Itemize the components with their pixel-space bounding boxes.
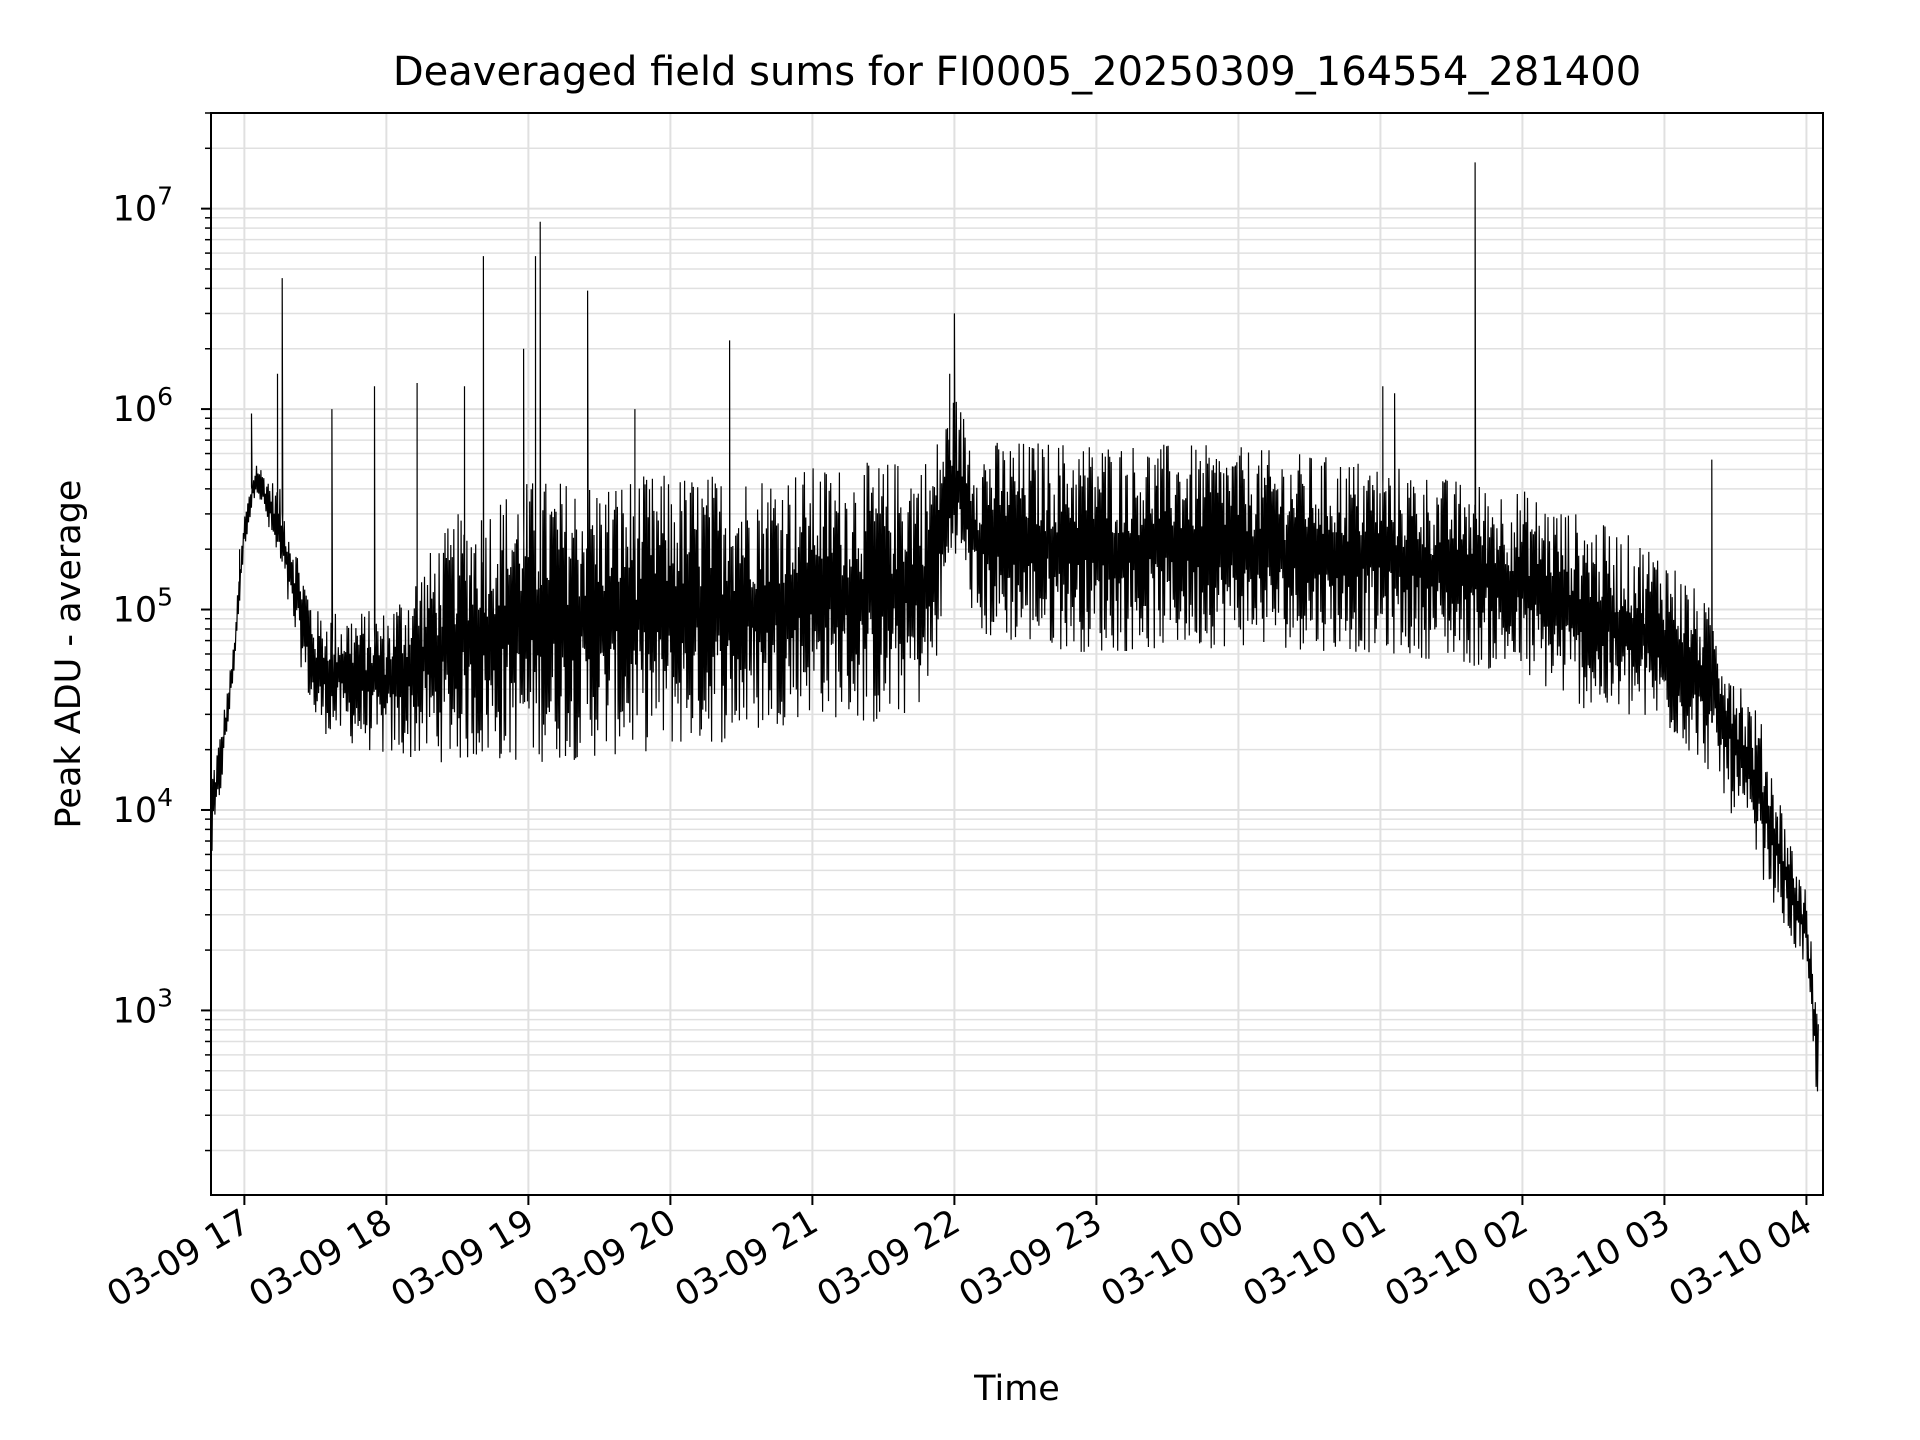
y-tick-exponent: 4 (157, 783, 173, 812)
x-axis-label: Time (973, 1369, 1060, 1409)
y-tick-exponent: 5 (157, 583, 173, 612)
y-tick-exponent: 7 (157, 182, 173, 211)
y-axis-label: Peak ADU - average (49, 480, 89, 829)
y-tick-exponent: 6 (157, 382, 173, 411)
series-line (210, 162, 1819, 1092)
y-tick-label: 106 (113, 382, 173, 430)
grid (211, 112, 1823, 1195)
chart-title: Deaveraged field sums for FI0005_2025030… (393, 49, 1641, 95)
series-peak-adu (210, 162, 1819, 1092)
y-tick-exponent: 3 (157, 983, 173, 1012)
